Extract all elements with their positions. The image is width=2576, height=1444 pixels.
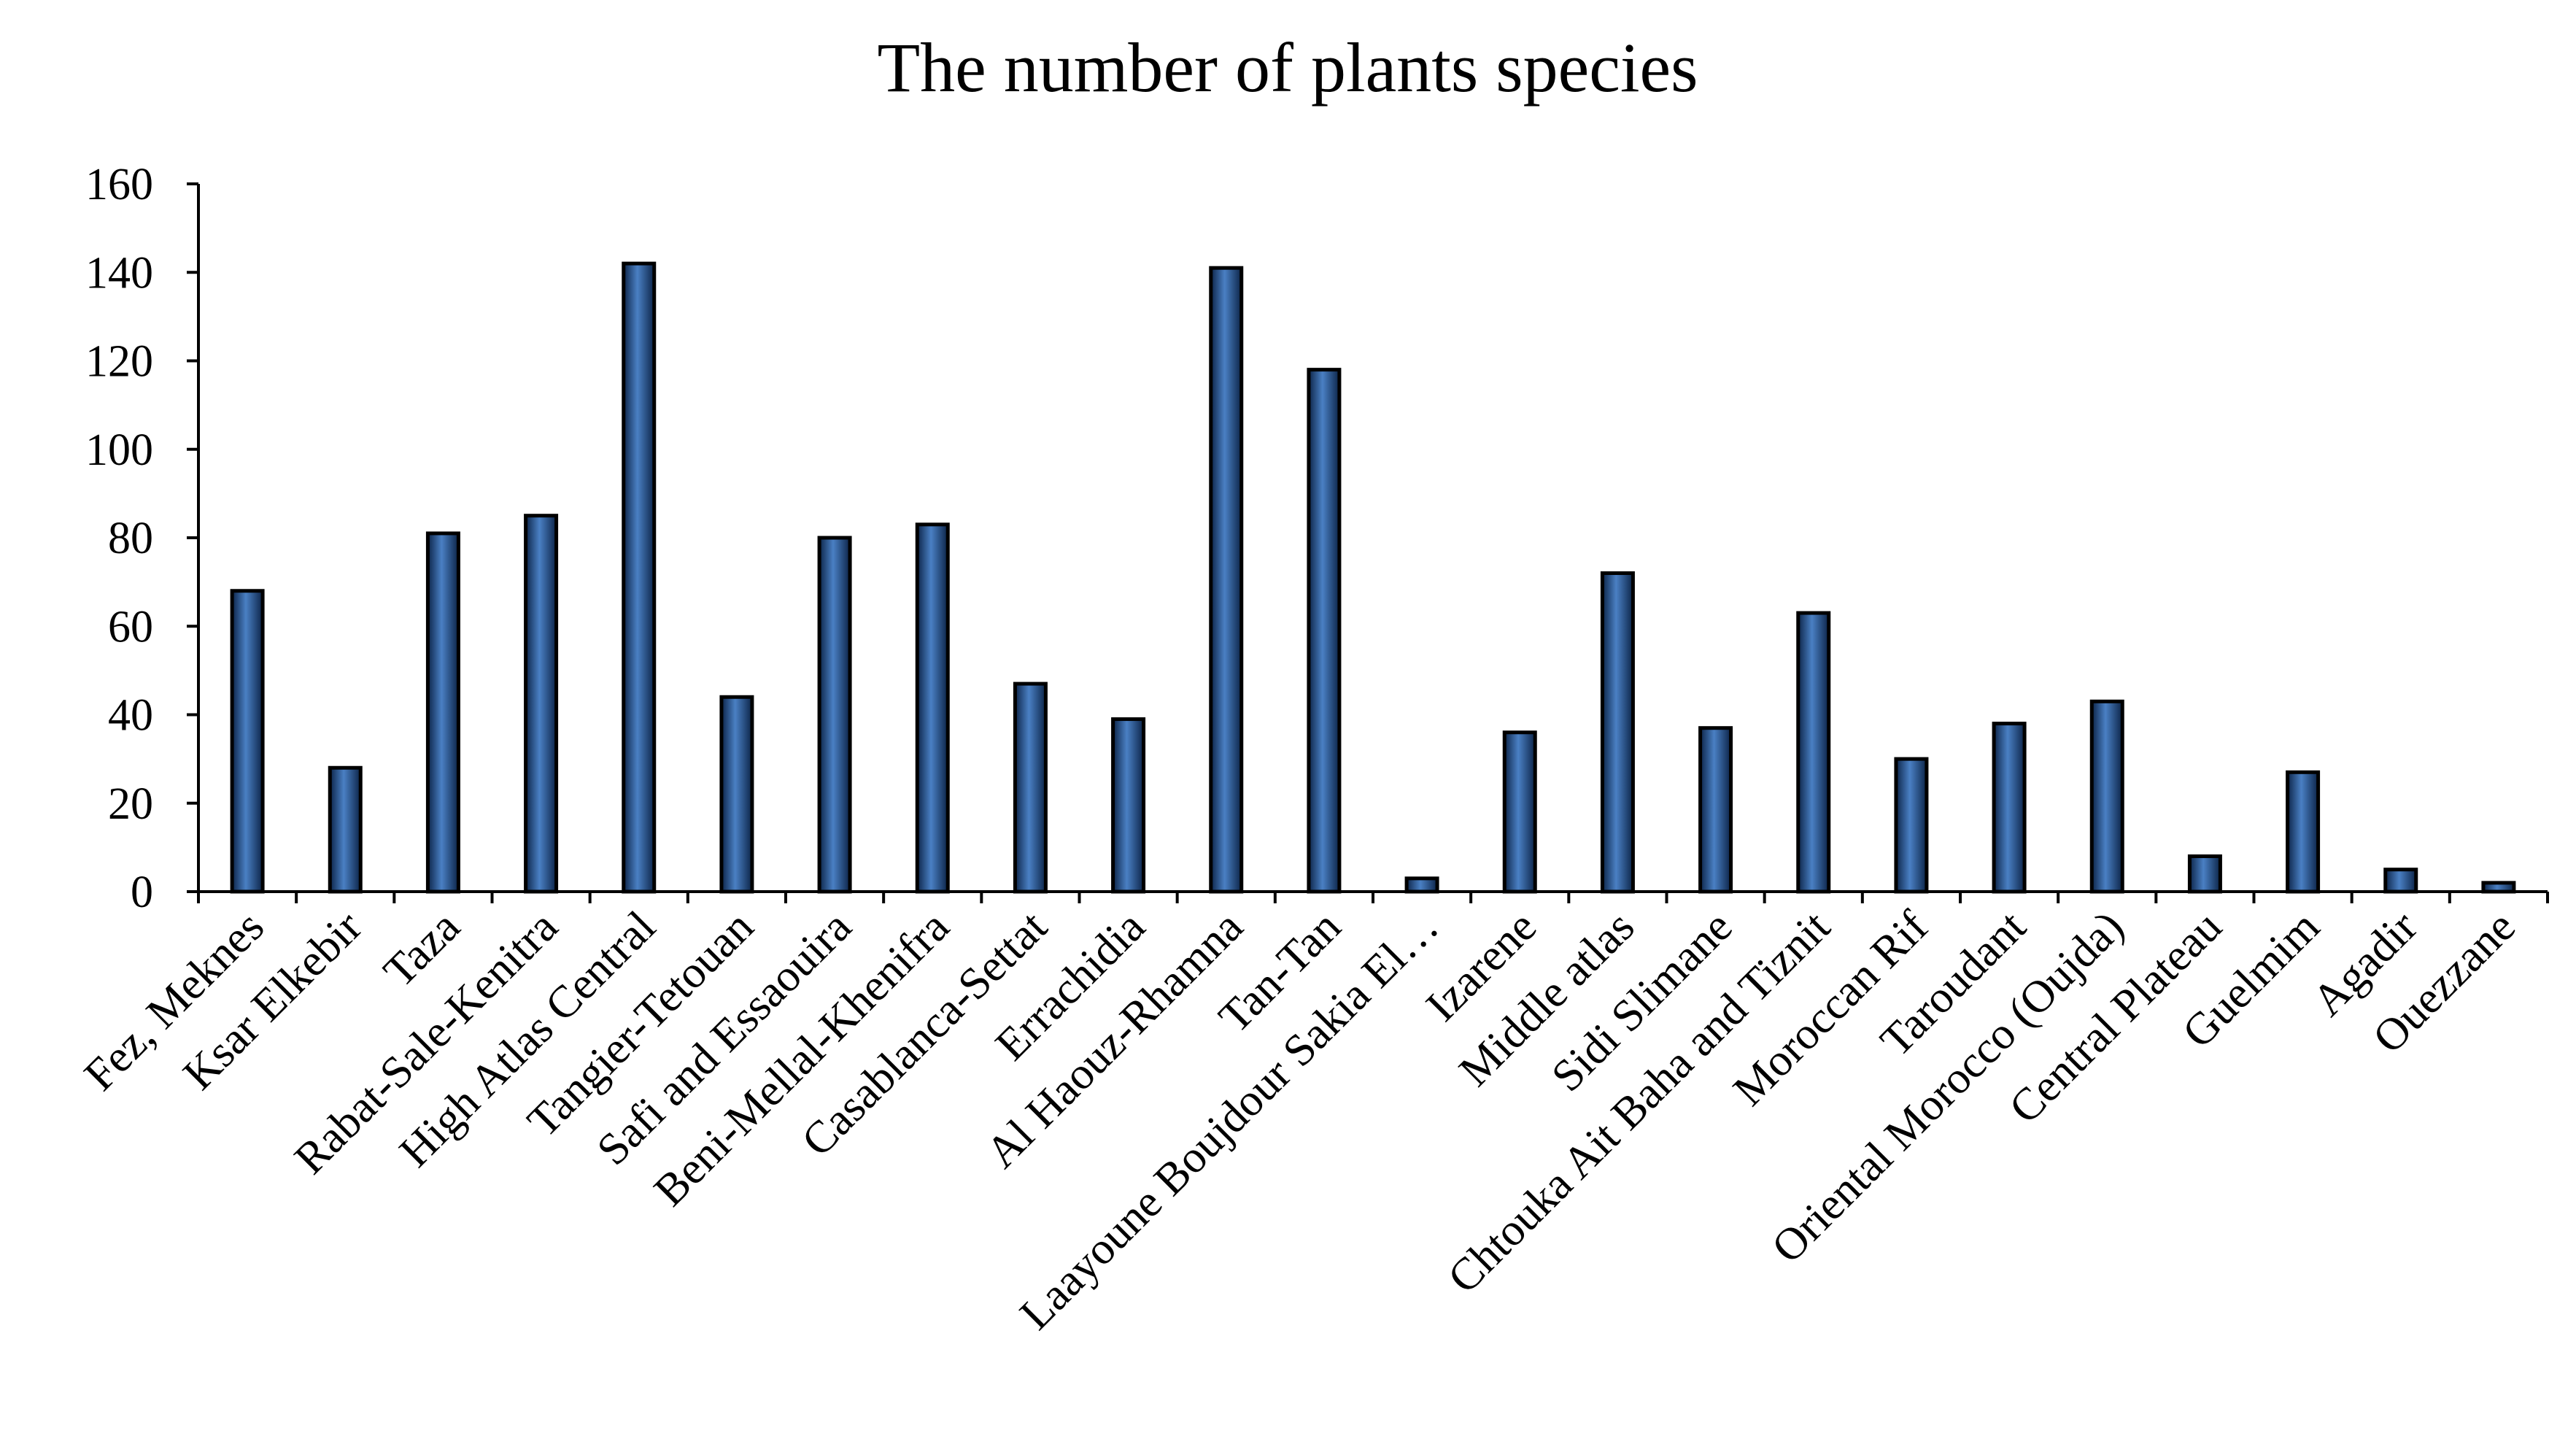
y-tick-label: 0 [131, 868, 153, 917]
y-axis: 0 20 40 60 80 100 120 140 160 [85, 160, 200, 917]
bar [2383, 868, 2418, 894]
bar [2089, 699, 2124, 894]
bar [1404, 876, 1439, 894]
y-tick-label: 80 [108, 514, 153, 563]
bar [1992, 722, 2027, 894]
bar [2481, 881, 2516, 894]
bar [524, 514, 559, 894]
bar [2286, 770, 2321, 894]
y-tick-label: 40 [108, 691, 153, 741]
bar [1307, 368, 1342, 894]
chart-title: The number of plants species [878, 28, 1698, 107]
bar [1013, 682, 1048, 894]
bar [328, 765, 363, 894]
bar [817, 536, 852, 894]
bar [2187, 854, 2222, 894]
bar [1209, 266, 1244, 894]
bar [719, 695, 754, 894]
y-tick-label: 160 [85, 160, 153, 209]
y-tick-label: 100 [85, 425, 153, 475]
y-tick-label: 60 [108, 602, 153, 652]
bar [915, 522, 950, 894]
bar [1698, 726, 1733, 894]
y-tick-label: 20 [108, 779, 153, 829]
x-axis [197, 890, 2549, 903]
bar [1894, 757, 1929, 894]
bar-series [230, 261, 2516, 894]
bar [1111, 717, 1146, 894]
bar [1600, 571, 1635, 894]
bar [1796, 611, 1831, 894]
bar [425, 531, 460, 894]
bar [1502, 730, 1537, 894]
y-tick-label: 140 [85, 248, 153, 298]
bar [230, 589, 265, 894]
bar [622, 261, 657, 894]
y-tick-label: 120 [85, 337, 153, 387]
